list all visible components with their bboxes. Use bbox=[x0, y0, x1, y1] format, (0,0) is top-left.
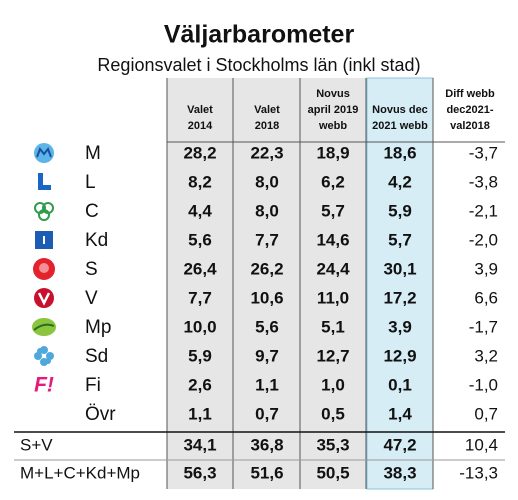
party-name: Kd bbox=[85, 230, 108, 251]
cell: 18,9 bbox=[316, 143, 349, 162]
cell: 56,3 bbox=[183, 463, 216, 482]
cell: 3,9 bbox=[388, 317, 412, 336]
column-header: 2018 bbox=[255, 120, 279, 132]
cell: 38,3 bbox=[383, 463, 416, 482]
cell: 1,1 bbox=[255, 375, 279, 394]
cell: 34,1 bbox=[183, 435, 216, 454]
cell: 5,7 bbox=[321, 201, 345, 220]
cell: -1,0 bbox=[469, 375, 498, 394]
cell: 0,7 bbox=[255, 404, 279, 423]
cell: 26,2 bbox=[250, 259, 283, 278]
cell: 5,7 bbox=[388, 230, 412, 249]
cell: 1,0 bbox=[321, 375, 345, 394]
party-name: Sd bbox=[85, 346, 108, 367]
cell: 0,5 bbox=[321, 404, 345, 423]
cell: 24,4 bbox=[316, 259, 350, 278]
cell: 8,0 bbox=[255, 172, 279, 191]
party-name: Fi bbox=[85, 375, 101, 396]
cell: 12,9 bbox=[383, 346, 416, 365]
cell: 18,6 bbox=[383, 143, 416, 162]
party-name: Övr bbox=[85, 404, 116, 425]
cell: 1,1 bbox=[188, 404, 212, 423]
cell: 7,7 bbox=[255, 230, 279, 249]
party-name: S bbox=[85, 259, 98, 280]
column-header: webb bbox=[318, 120, 347, 132]
column-lines bbox=[166, 78, 434, 489]
cell: 10,6 bbox=[250, 288, 283, 307]
title: Väljarbarometer bbox=[164, 21, 355, 49]
party-name: M bbox=[85, 143, 101, 164]
cell: -2,0 bbox=[469, 230, 498, 249]
cell: 26,4 bbox=[183, 259, 217, 278]
cell: 8,2 bbox=[188, 172, 212, 191]
cell: 17,2 bbox=[383, 288, 416, 307]
column-header: Novus dec bbox=[372, 104, 428, 116]
cell: 4,4 bbox=[188, 201, 212, 220]
highlight-column bbox=[366, 77, 434, 490]
cell: 5,6 bbox=[188, 230, 212, 249]
column-header: dec2021- bbox=[446, 104, 493, 116]
subtitle: Regionsvalet i Stockholms län (inkl stad… bbox=[97, 55, 420, 75]
cell: 8,0 bbox=[255, 201, 279, 220]
column-header: april 2019 bbox=[308, 104, 359, 116]
cell: 12,7 bbox=[316, 346, 349, 365]
cell: -1,7 bbox=[469, 317, 498, 336]
column-header: 2021 webb bbox=[372, 120, 428, 132]
column-header: Novus bbox=[316, 88, 350, 100]
cell: 4,2 bbox=[388, 172, 412, 191]
cell: 22,3 bbox=[250, 143, 283, 162]
column-header: Valet bbox=[254, 104, 280, 116]
cell: 1,4 bbox=[388, 404, 412, 423]
cell: 0,1 bbox=[388, 375, 412, 394]
cell: 5,9 bbox=[188, 346, 212, 365]
cell: 35,3 bbox=[316, 435, 349, 454]
party-logo: F! bbox=[34, 374, 54, 397]
cell: 11,0 bbox=[317, 288, 349, 307]
column-header: Valet bbox=[187, 104, 213, 116]
cell: -3,8 bbox=[469, 172, 498, 191]
cell: 30,1 bbox=[383, 259, 416, 278]
cell: -3,7 bbox=[469, 143, 498, 162]
gray-columns bbox=[167, 78, 366, 489]
cell: 2,6 bbox=[188, 375, 212, 394]
cell: 5,1 bbox=[321, 317, 345, 336]
column-header: Diff webb bbox=[445, 88, 495, 100]
cell: 28,2 bbox=[183, 143, 216, 162]
cell: 6,2 bbox=[321, 172, 345, 191]
cell: 47,2 bbox=[383, 435, 416, 454]
cell: 3,2 bbox=[474, 346, 498, 365]
summary-label: M+L+C+Kd+Mp bbox=[20, 463, 140, 482]
cell: -2,1 bbox=[469, 201, 498, 220]
party-logos bbox=[32, 143, 56, 366]
cell: 0,7 bbox=[474, 404, 498, 423]
summary-label: S+V bbox=[20, 435, 53, 454]
cell: 9,7 bbox=[255, 346, 279, 365]
cell: 6,6 bbox=[474, 288, 498, 307]
column-header: 2014 bbox=[188, 120, 213, 132]
cell: 5,9 bbox=[388, 201, 412, 220]
cell: 10,0 bbox=[183, 317, 216, 336]
cell: 36,8 bbox=[250, 435, 283, 454]
cell: 50,5 bbox=[316, 463, 349, 482]
cell: 3,9 bbox=[474, 259, 498, 278]
cell: 14,6 bbox=[316, 230, 349, 249]
cell: 10,4 bbox=[465, 435, 498, 454]
party-name: V bbox=[85, 288, 98, 309]
party-name: L bbox=[85, 172, 96, 193]
party-name: Mp bbox=[85, 317, 111, 338]
cell: 5,6 bbox=[255, 317, 279, 336]
cell: 7,7 bbox=[188, 288, 212, 307]
cell: 51,6 bbox=[250, 463, 283, 482]
column-header: val2018 bbox=[450, 120, 490, 132]
cell: -13,3 bbox=[459, 463, 498, 482]
party-name: C bbox=[85, 201, 99, 222]
